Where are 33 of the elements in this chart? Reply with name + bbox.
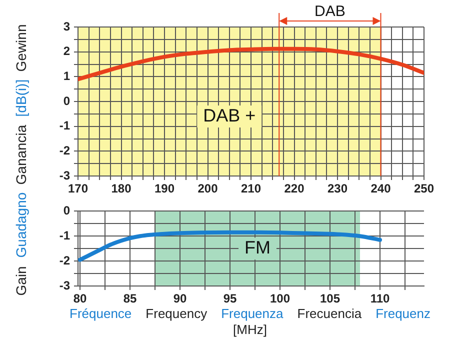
y-tick-label: -3 [59, 278, 70, 292]
band-label: DAB + [203, 105, 256, 126]
text: DAB [314, 3, 346, 20]
band-label: FM [244, 238, 270, 258]
x-tick-label: 85 [123, 292, 137, 306]
x-tick-label: 105 [320, 292, 340, 306]
y-tick-label: 1 [63, 68, 70, 83]
x-tick-label: 100 [270, 292, 290, 306]
x-tick-label: 170 [68, 182, 88, 196]
y-tick-label: -1 [59, 228, 70, 242]
y-tick-label: 0 [63, 94, 70, 108]
y-tick-label: -1 [59, 118, 70, 133]
y-tick-label: 2 [63, 44, 70, 58]
y-tick-label: 3 [63, 19, 70, 34]
y-tick-label: -2 [59, 253, 70, 268]
x-tick-label: 190 [154, 182, 175, 196]
y-tick-label: -2 [59, 143, 70, 158]
x-tick-label: 110 [370, 292, 390, 306]
line-series [78, 230, 382, 262]
text: Fréquence Frequency Frequenza Frecuencia Frequenz [MHz] [70, 306, 430, 337]
y-tick-label: 0 [63, 204, 70, 218]
y-axis-title: Gain Guadagno Ganancia [dB(i)] Gewinn [13, 24, 29, 296]
y-tick-label: -3 [59, 168, 70, 182]
x-tick-label: 240 [370, 182, 392, 196]
x-tick-label: 210 [240, 182, 262, 196]
x-tick-label: 180 [111, 182, 132, 196]
x-tick-label: 80 [73, 292, 87, 306]
x-tick-label: 200 [198, 182, 218, 196]
x-tick-label: 220 [284, 182, 305, 196]
x-tick-label: 95 [223, 292, 237, 306]
x-tick-label: 250 [414, 182, 434, 196]
x-tick-label: 230 [327, 182, 348, 196]
x-tick-label: 90 [173, 292, 187, 306]
